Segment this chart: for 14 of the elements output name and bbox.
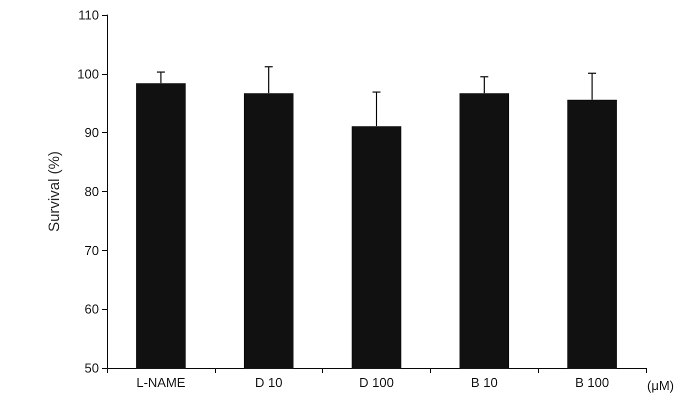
y-tick-label: 90 [84, 125, 99, 140]
y-tick-label: 70 [84, 242, 99, 258]
x-tick-label: B 10 [470, 375, 498, 390]
y-tick-label: 110 [78, 8, 99, 22]
y-tick-label: 60 [84, 302, 99, 317]
text: (μM) [647, 378, 674, 393]
x-tick-label: D 100 [359, 375, 394, 390]
y-tick-label: 50 [84, 360, 99, 376]
y-axis-title: Survival (%) [46, 151, 63, 232]
x-tick-label: L-NAME [136, 375, 186, 390]
y-tick-label: 80 [84, 184, 99, 199]
x-tick-label: B 100 [575, 375, 610, 390]
x-tick-label: D 10 [254, 375, 282, 390]
y-tick-label: 100 [77, 66, 99, 82]
